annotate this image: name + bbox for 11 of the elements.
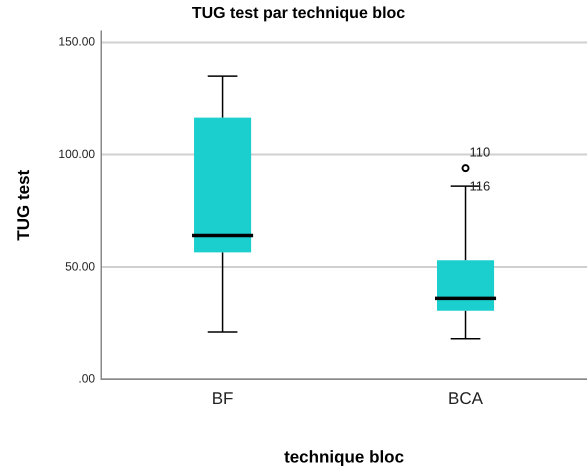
annotation: 110: [470, 144, 490, 160]
y-tick-label: .00: [78, 372, 96, 386]
x-tick-label: BF: [212, 389, 234, 408]
x-axis-title: technique bloc: [284, 447, 404, 466]
y-tick-label: 100.00: [58, 146, 96, 161]
y-axis-title: TUG test: [14, 169, 33, 241]
annotation: 116: [470, 178, 490, 194]
y-tick-label: 50.00: [65, 259, 96, 274]
x-tick-label: BCA: [448, 389, 484, 408]
chart-title: TUG test par technique bloc: [192, 5, 406, 22]
y-tick-label: 150.00: [58, 34, 96, 49]
